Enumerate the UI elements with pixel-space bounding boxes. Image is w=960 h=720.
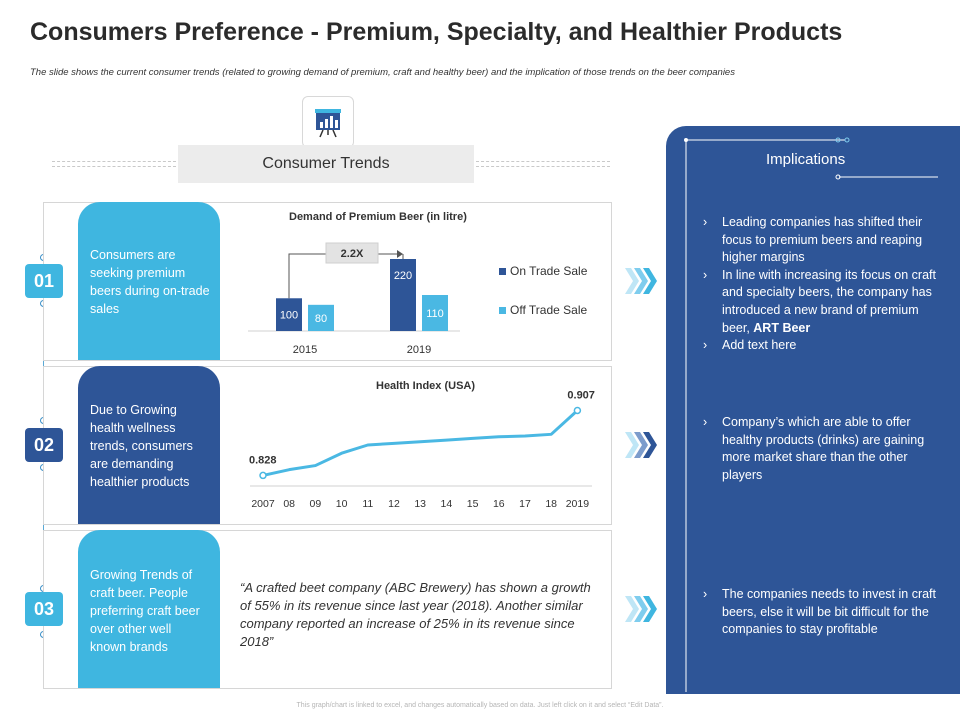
dashed-divider-right-2 bbox=[476, 166, 610, 167]
chevron-bullet-icon: › bbox=[703, 267, 708, 282]
page-subtitle: The slide shows the current consumer tre… bbox=[30, 67, 735, 78]
line-chart-title: Health Index (USA) bbox=[376, 380, 476, 392]
badge-03: 03 bbox=[25, 592, 63, 626]
quote-text: “A crafted beet company (ABC Brewery) ha… bbox=[240, 580, 591, 649]
x-tick-label: 2007 bbox=[251, 498, 275, 510]
x-tick-label: 08 bbox=[283, 498, 295, 510]
chevron-right-icon bbox=[625, 596, 657, 622]
implications-title: Implications bbox=[766, 151, 846, 168]
x-tick-label: 11 bbox=[362, 498, 373, 510]
bar bbox=[308, 304, 334, 331]
data-point bbox=[259, 471, 267, 480]
timeline-line bbox=[43, 468, 44, 588]
implications-frame bbox=[684, 137, 938, 692]
footer-note: This graph/chart is linked to excel, and… bbox=[296, 702, 664, 709]
bar-value-label: 80 bbox=[315, 313, 327, 325]
x-tick-label: 10 bbox=[336, 498, 348, 510]
growth-badge bbox=[325, 242, 379, 264]
bar-value-label: 110 bbox=[426, 308, 444, 320]
data-label: 0.828 bbox=[249, 454, 277, 466]
chevron-bullet-icon: › bbox=[703, 215, 708, 229]
growth-badge-label: 2.2X bbox=[341, 248, 364, 260]
bar bbox=[422, 295, 448, 331]
category-tick-label: 2015 bbox=[293, 344, 317, 356]
x-tick-label: 09 bbox=[310, 498, 322, 510]
bar-value-label: 220 bbox=[394, 270, 412, 282]
dashed-divider-right bbox=[476, 161, 610, 162]
dashed-divider-left bbox=[52, 161, 176, 162]
x-tick-label: 17 bbox=[519, 498, 531, 510]
legend-swatch bbox=[499, 268, 506, 275]
data-point bbox=[573, 406, 582, 415]
chevron-right-icon bbox=[625, 268, 657, 294]
bar-value-label: 100 bbox=[280, 310, 298, 322]
consumer-trends-heading: Consumer Trends bbox=[178, 145, 474, 183]
line-chart: 0.828 0.907 2007 08 09 10 11 12 13 14 15 16 17 18 2019 bbox=[249, 390, 595, 510]
x-tick-label: 12 bbox=[388, 498, 400, 510]
page-title: Consumers Preference - Premium, Specialt… bbox=[30, 18, 843, 46]
legend-label: On Trade Sale bbox=[510, 264, 588, 278]
implications-group-3: › The companies needs to invest in craft … bbox=[703, 586, 949, 639]
x-tick-label: 2019 bbox=[566, 498, 590, 510]
bar-chart-title: Demand of Premium Beer (in litre) bbox=[289, 211, 467, 223]
trend-2-text: Due to Growing health wellness trends, c… bbox=[78, 366, 220, 524]
bar bbox=[390, 259, 416, 331]
implication-item: › Leading companies has shifted their foc… bbox=[703, 215, 923, 265]
bar bbox=[276, 298, 302, 331]
chevron-right-icon bbox=[625, 432, 657, 458]
implications-panel bbox=[666, 126, 960, 694]
growth-arrow-head bbox=[397, 250, 403, 258]
implication-item: › The companies needs to invest in craft … bbox=[703, 587, 937, 637]
implication-item: › Company’s which are able to offer healt… bbox=[703, 415, 925, 482]
dashed-divider-left-2 bbox=[52, 166, 176, 167]
implication-item: › Add text here bbox=[703, 337, 949, 355]
chevron-bullet-icon: › bbox=[703, 415, 708, 429]
bar-chart: 100 80 2015 220 110 2019 2.2X On Trade Sale Off … bbox=[248, 242, 588, 356]
badge-01: 01 bbox=[25, 264, 63, 298]
x-tick-label: 16 bbox=[493, 498, 505, 510]
consumer-trends-label: Consumer Trends bbox=[262, 155, 390, 172]
implications-group-1: › Leading companies has shifted their foc… bbox=[703, 214, 949, 355]
x-tick-label: 13 bbox=[414, 498, 426, 510]
chevron-bullet-icon: › bbox=[703, 338, 708, 353]
category-tick-label: 2019 bbox=[407, 344, 431, 356]
data-label: 0.907 bbox=[567, 390, 595, 401]
trend-3-text: Growing Trends of craft beer. People pre… bbox=[78, 530, 220, 688]
implications-group-2: › Company’s which are able to offer healt… bbox=[703, 414, 949, 484]
series-line bbox=[262, 409, 579, 477]
chevron-bullet-icon: › bbox=[703, 587, 708, 601]
x-tick-label: 14 bbox=[441, 498, 453, 510]
badge-02: 02 bbox=[25, 428, 63, 462]
implication-item: › In line with increasing its focus on cr… bbox=[703, 267, 936, 335]
legend-swatch bbox=[499, 307, 506, 314]
trend-1-text: Consumers are seeking premium beers duri… bbox=[78, 202, 220, 360]
x-tick-label: 15 bbox=[467, 498, 479, 510]
legend-label: Off Trade Sale bbox=[510, 303, 587, 317]
presentation-board-icon bbox=[302, 96, 354, 148]
x-tick-label: 18 bbox=[545, 498, 557, 510]
